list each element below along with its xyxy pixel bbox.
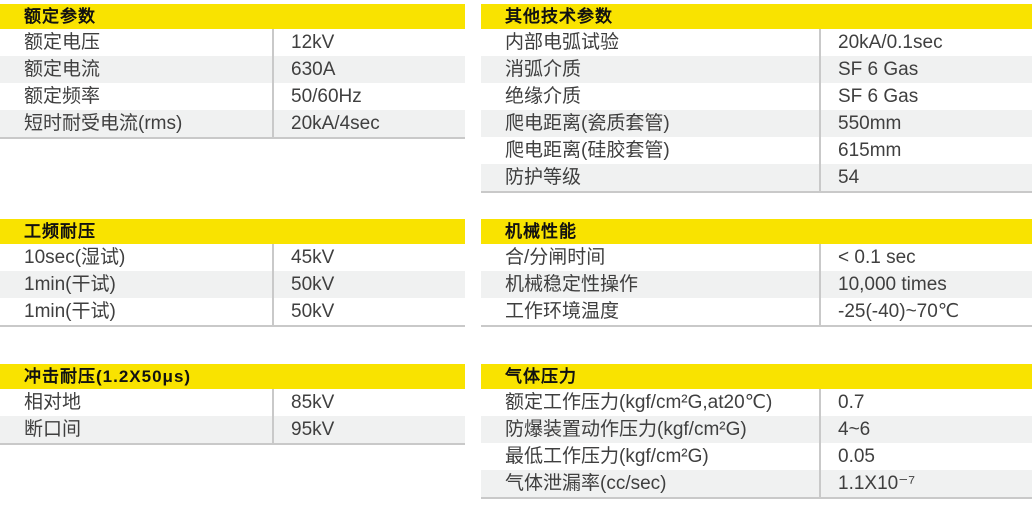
table-row: 1min(干试) 50kV xyxy=(0,271,465,298)
param-label: 爬电距离(瓷质套管) xyxy=(505,113,670,134)
param-value: SF 6 Gas xyxy=(838,86,919,107)
table-row: 防爆装置动作压力(kgf/cm²G) 4~6 xyxy=(481,416,1032,443)
param-label: 额定电流 xyxy=(24,59,101,80)
table-body: 相对地 85kV 断口间 95kV xyxy=(0,389,465,445)
param-label: 防爆装置动作压力(kgf/cm²G) xyxy=(505,419,747,440)
param-label: 防护等级 xyxy=(505,167,582,188)
section-title: 机械性能 xyxy=(505,222,577,241)
param-label: 1min(干试) xyxy=(24,301,116,322)
table-body: 合/分闸时间 < 0.1 sec 机械稳定性操作 10,000 times 工作… xyxy=(481,244,1032,327)
table-body: 10sec(湿试) 45kV 1min(干试) 50kV 1min(干试) 50… xyxy=(0,244,465,327)
table-row: 额定频率 50/60Hz xyxy=(0,83,465,110)
param-value: 20kA/4sec xyxy=(291,113,380,134)
table-row: 额定电压 12kV xyxy=(0,29,465,56)
param-value: 45kV xyxy=(291,247,335,268)
section-header: 气体压力 xyxy=(481,364,1032,389)
param-label: 额定电压 xyxy=(24,32,101,53)
param-value: 50/60Hz xyxy=(291,86,362,107)
table-row: 内部电弧试验 20kA/0.1sec xyxy=(481,29,1032,56)
param-value: < 0.1 sec xyxy=(838,247,916,268)
param-value: 0.7 xyxy=(838,392,865,413)
table-row: 爬电距离(瓷质套管) 550mm xyxy=(481,110,1032,137)
spec-table-gas-pressure: 气体压力 额定工作压力(kgf/cm²G,at20℃) 0.7 防爆装置动作压力… xyxy=(481,364,1032,499)
section-title: 冲击耐压(1.2X50μs) xyxy=(24,367,192,386)
param-label: 工作环境温度 xyxy=(505,301,620,322)
section-title: 气体压力 xyxy=(505,367,577,386)
section-title: 工频耐压 xyxy=(24,222,96,241)
table-row: 最低工作压力(kgf/cm²G) 0.05 xyxy=(481,443,1032,470)
param-label: 断口间 xyxy=(24,419,82,440)
table-body: 额定工作压力(kgf/cm²G,at20℃) 0.7 防爆装置动作压力(kgf/… xyxy=(481,389,1032,499)
param-label: 爬电距离(硅胶套管) xyxy=(505,140,670,161)
param-label: 短时耐受电流(rms) xyxy=(24,113,183,134)
param-label: 1min(干试) xyxy=(24,274,116,295)
param-value: 20kA/0.1sec xyxy=(838,32,943,53)
param-value: 615mm xyxy=(838,140,902,161)
param-value: 50kV xyxy=(291,301,335,322)
param-value: 1.1X10⁻⁷ xyxy=(838,473,916,494)
param-label: 最低工作压力(kgf/cm²G) xyxy=(505,446,709,467)
section-header: 其他技术参数 xyxy=(481,4,1032,29)
param-value: 550mm xyxy=(838,113,902,134)
table-body: 内部电弧试验 20kA/0.1sec 消弧介质 SF 6 Gas 绝缘介质 SF… xyxy=(481,29,1032,193)
spec-table-power-frequency-withstand: 工频耐压 10sec(湿试) 45kV 1min(干试) 50kV 1min(干… xyxy=(0,219,465,327)
section-header: 额定参数 xyxy=(0,4,465,29)
table-row: 合/分闸时间 < 0.1 sec xyxy=(481,244,1032,271)
table-row: 防护等级 54 xyxy=(481,164,1032,191)
table-row: 工作环境温度 -25(-40)~70℃ xyxy=(481,298,1032,325)
param-value: 0.05 xyxy=(838,446,875,467)
param-label: 气体泄漏率(cc/sec) xyxy=(505,473,667,494)
param-value: 85kV xyxy=(291,392,335,413)
table-row: 10sec(湿试) 45kV xyxy=(0,244,465,271)
section-title: 其他技术参数 xyxy=(505,7,613,26)
param-value: 10,000 times xyxy=(838,274,947,295)
table-row: 额定电流 630A xyxy=(0,56,465,83)
table-row: 短时耐受电流(rms) 20kA/4sec xyxy=(0,110,465,137)
param-value: 50kV xyxy=(291,274,335,295)
param-value: 4~6 xyxy=(838,419,871,440)
section-title: 额定参数 xyxy=(24,7,96,26)
param-label: 消弧介质 xyxy=(505,59,582,80)
table-row: 消弧介质 SF 6 Gas xyxy=(481,56,1032,83)
table-body: 额定电压 12kV 额定电流 630A 额定频率 50/60Hz 短时耐受电流(… xyxy=(0,29,465,139)
table-row: 断口间 95kV xyxy=(0,416,465,443)
param-label: 相对地 xyxy=(24,392,82,413)
param-label: 绝缘介质 xyxy=(505,86,582,107)
table-row: 相对地 85kV xyxy=(0,389,465,416)
table-row: 绝缘介质 SF 6 Gas xyxy=(481,83,1032,110)
param-label: 额定工作压力(kgf/cm²G,at20℃) xyxy=(505,392,773,413)
param-label: 机械稳定性操作 xyxy=(505,274,639,295)
spec-table-rated-parameters: 额定参数 额定电压 12kV 额定电流 630A 额定频率 50/60Hz 短时… xyxy=(0,4,465,139)
spec-table-other-technical-parameters: 其他技术参数 内部电弧试验 20kA/0.1sec 消弧介质 SF 6 Gas … xyxy=(481,4,1032,193)
spec-table-mechanical-performance: 机械性能 合/分闸时间 < 0.1 sec 机械稳定性操作 10,000 tim… xyxy=(481,219,1032,327)
section-header: 工频耐压 xyxy=(0,219,465,244)
param-value: SF 6 Gas xyxy=(838,59,919,80)
section-header: 冲击耐压(1.2X50μs) xyxy=(0,364,465,389)
table-row: 额定工作压力(kgf/cm²G,at20℃) 0.7 xyxy=(481,389,1032,416)
param-label: 10sec(湿试) xyxy=(24,247,126,268)
table-row: 1min(干试) 50kV xyxy=(0,298,465,325)
param-label: 额定频率 xyxy=(24,86,101,107)
param-label: 内部电弧试验 xyxy=(505,32,620,53)
param-label: 合/分闸时间 xyxy=(505,247,606,268)
param-value: 12kV xyxy=(291,32,335,53)
param-value: 54 xyxy=(838,167,860,188)
param-value: 630A xyxy=(291,59,336,80)
table-row: 气体泄漏率(cc/sec) 1.1X10⁻⁷ xyxy=(481,470,1032,497)
table-row: 爬电距离(硅胶套管) 615mm xyxy=(481,137,1032,164)
param-value: 95kV xyxy=(291,419,335,440)
section-header: 机械性能 xyxy=(481,219,1032,244)
table-row: 机械稳定性操作 10,000 times xyxy=(481,271,1032,298)
param-value: -25(-40)~70℃ xyxy=(838,301,960,322)
spec-table-impulse-withstand: 冲击耐压(1.2X50μs) 相对地 85kV 断口间 95kV xyxy=(0,364,465,445)
